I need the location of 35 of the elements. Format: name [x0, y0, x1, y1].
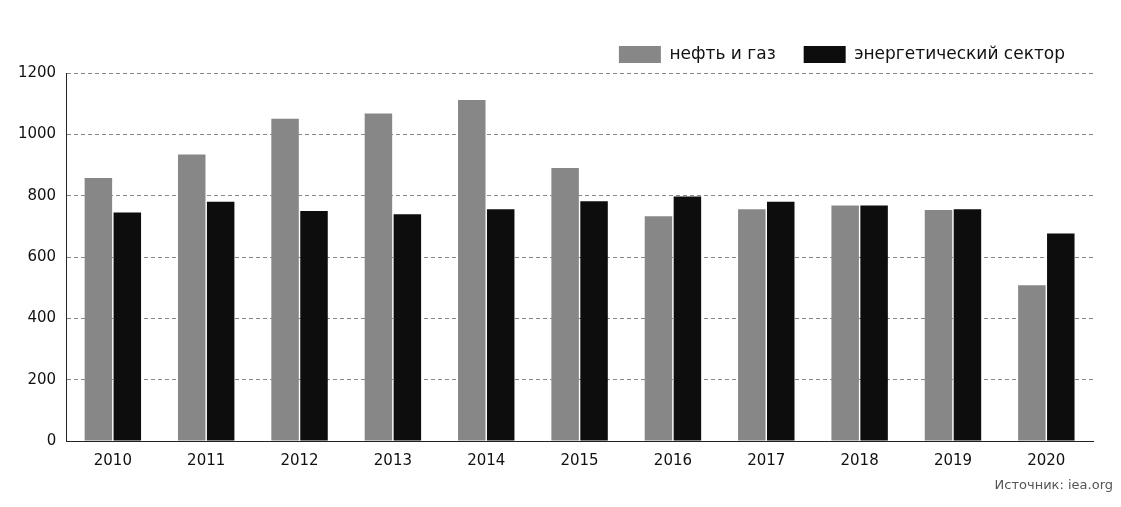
x-tick-label: 2013 [373, 450, 412, 469]
x-tick-label: 2015 [560, 450, 599, 469]
x-tick-label: 2016 [653, 450, 693, 469]
y-tick-label: 400 [27, 308, 57, 327]
x-tick-label: 2017 [747, 450, 786, 469]
bar [580, 201, 608, 441]
bar [206, 201, 235, 441]
x-tick-label: 2011 [187, 450, 226, 469]
x-tick-label: 2020 [1027, 450, 1066, 469]
y-tick-label: 1200 [17, 62, 57, 81]
bar [767, 201, 795, 441]
bar [1047, 233, 1075, 441]
bar [486, 209, 515, 441]
bar [860, 205, 888, 441]
x-tick-label: 2018 [840, 450, 879, 469]
x-tick-label: 2012 [280, 450, 319, 469]
x-tick-label: 2019 [933, 450, 973, 469]
bar [113, 212, 142, 441]
y-tick-label: 200 [27, 369, 57, 388]
y-tick-label: 600 [27, 246, 57, 265]
x-tick-label: 2014 [467, 450, 506, 469]
text: Источник: iea.org [993, 477, 1113, 492]
bar [738, 209, 766, 441]
x-tick-label: 2010 [93, 450, 132, 469]
y-tick-label: 0 [46, 430, 57, 449]
bar [393, 214, 422, 441]
bar [953, 209, 982, 441]
bar [177, 154, 206, 441]
y-tick-label: 1000 [17, 124, 57, 143]
legend-label: энергетический сектор [854, 42, 1065, 63]
bar [673, 196, 702, 441]
bar [1018, 285, 1046, 441]
y-tick-label: 800 [27, 185, 57, 204]
bar [300, 211, 328, 441]
legend-label: нефть и газ [669, 42, 776, 63]
